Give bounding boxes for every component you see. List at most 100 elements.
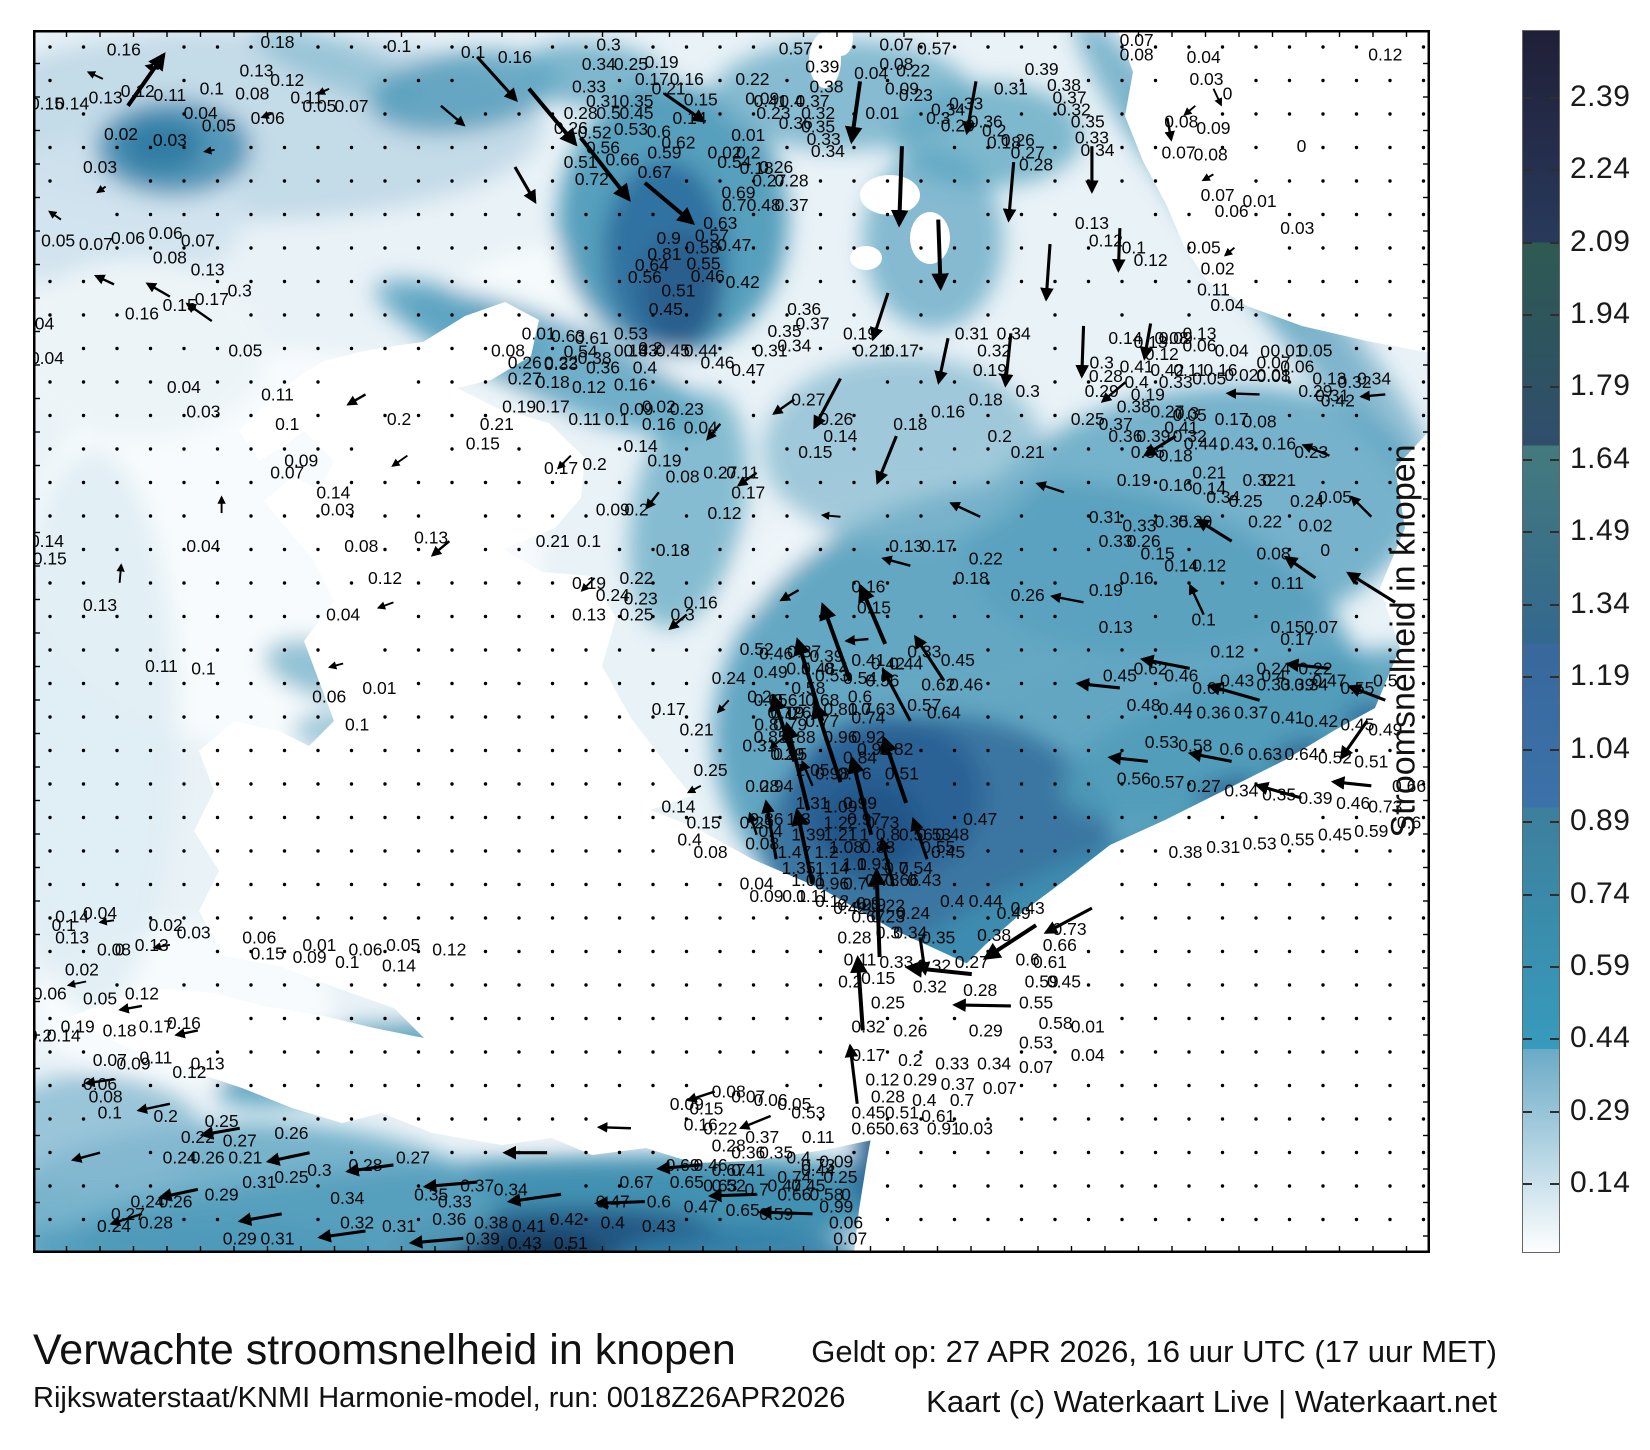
grid-dot (751, 1016, 756, 1021)
grid-dot (483, 782, 488, 786)
grid-dot (1321, 882, 1325, 887)
speed-label: 0.09 (1159, 328, 1193, 348)
grid-dot (584, 1016, 588, 1021)
current-arrow (316, 87, 330, 95)
grid-dot (651, 782, 655, 786)
grid-dot (115, 145, 119, 150)
speed-label: 0.45 (941, 650, 975, 670)
grid-dot (1019, 782, 1024, 786)
grid-dot (1321, 112, 1325, 116)
speed-label: 0.67 (619, 1172, 653, 1192)
speed-label: 0.04 (854, 63, 888, 83)
speed-label: 0.16 (670, 69, 704, 89)
grid-dot (282, 179, 287, 183)
speed-label: 0.47 (1312, 671, 1346, 691)
grid-dot (249, 681, 253, 686)
grid-dot (1287, 413, 1292, 418)
grid-dot (215, 447, 220, 451)
grid-dot (1321, 815, 1325, 820)
grid-dot (751, 916, 756, 920)
grid-dot (1388, 1050, 1392, 1054)
grid-dot (182, 212, 186, 217)
speed-label: 0.31 (742, 735, 776, 755)
speed-label: 0.25 (823, 1167, 857, 1187)
grid-dot (1153, 1016, 1158, 1021)
speed-label: 0.4 (786, 1148, 811, 1168)
speed-label: 0.88 (782, 727, 816, 747)
speed-label: 0.24 (97, 1216, 131, 1236)
colorbar-tick (1550, 676, 1559, 679)
grid-dot (952, 145, 957, 150)
grid-dot (517, 1050, 521, 1054)
speed-label: 0.3 (1090, 353, 1114, 373)
grid-dot (1321, 145, 1325, 150)
colorbar-tick (1550, 1110, 1559, 1113)
grid-dot (316, 413, 320, 418)
grid-dot (718, 748, 722, 753)
grid-dot (1388, 480, 1392, 485)
grid-dot (1019, 748, 1024, 753)
speed-label: 0.45 (1318, 825, 1352, 845)
grid-dot (182, 413, 186, 418)
grid-dot (215, 581, 220, 585)
speed-label: 0.03 (153, 130, 187, 150)
grid-dot (1019, 882, 1024, 887)
speed-label: 0.35 (414, 1184, 448, 1204)
current-arrow (1301, 443, 1330, 457)
speed-label: 0.99 (819, 1197, 853, 1217)
speed-label: 1.1 (842, 854, 866, 874)
speed-label: 0.11 (261, 384, 294, 404)
speed-label: 0.24 (1290, 491, 1324, 511)
speed-label: 0.06 (111, 228, 145, 248)
grid-dot (1321, 246, 1325, 250)
grid-dot (517, 715, 521, 719)
grid-dot (115, 648, 119, 652)
speed-label: 0.42 (1304, 711, 1338, 731)
grid-dot (1220, 1050, 1225, 1054)
speed-label: 0.32 (1057, 99, 1091, 119)
grid-dot (986, 1117, 990, 1121)
speed-label: 0.24 (712, 668, 746, 688)
speed-label: 0.46 (949, 674, 983, 694)
grid-dot (416, 380, 421, 384)
grid-dot (718, 882, 722, 887)
speed-label: 0.12 (1145, 344, 1179, 364)
grid-dot (249, 949, 253, 954)
grid-dot (1187, 1150, 1191, 1155)
colorbar-tick-label: 0.59 (1570, 949, 1631, 983)
current-arrow (430, 540, 451, 557)
grid-dot (684, 949, 689, 954)
grid-dot (148, 882, 153, 887)
grid-dot (48, 581, 52, 585)
speed-label: 0.15 (1270, 617, 1304, 637)
grid-dot (584, 1083, 588, 1088)
current-arrow (779, 589, 800, 602)
grid-dot (48, 882, 52, 887)
grid-dot (182, 179, 186, 183)
speed-label: 0.34 (582, 54, 616, 74)
grid-dot (1321, 313, 1325, 317)
speed-label: 0.28 (837, 927, 871, 947)
current-arrow (48, 210, 62, 221)
grid-dot (1086, 1217, 1091, 1222)
grid-dot (215, 983, 220, 987)
grid-dot (1254, 1150, 1258, 1155)
speed-label: 0.12 (125, 984, 159, 1004)
grid-dot (1321, 1050, 1325, 1054)
grid-dot (249, 145, 253, 150)
speed-label: 0.31 (1315, 386, 1349, 406)
grid-dot (1287, 648, 1292, 652)
grid-dot (1019, 849, 1024, 853)
grid-dot (148, 480, 153, 485)
current-arrow (70, 1151, 101, 1163)
speed-label: 0.14 (316, 482, 350, 502)
colorbar-tick (1523, 676, 1532, 679)
current-arrow (962, 81, 978, 136)
speed-label: 0.1 (577, 531, 601, 551)
current-arrow (757, 1205, 813, 1220)
speed-label: 0.37 (941, 1074, 975, 1094)
speed-label: 0.73 (865, 813, 899, 833)
grid-dot (751, 614, 756, 619)
current-arrow (1359, 390, 1386, 402)
model-run-info: Rijkswaterstaat/KNMI Harmonie-model, run… (33, 1382, 846, 1414)
